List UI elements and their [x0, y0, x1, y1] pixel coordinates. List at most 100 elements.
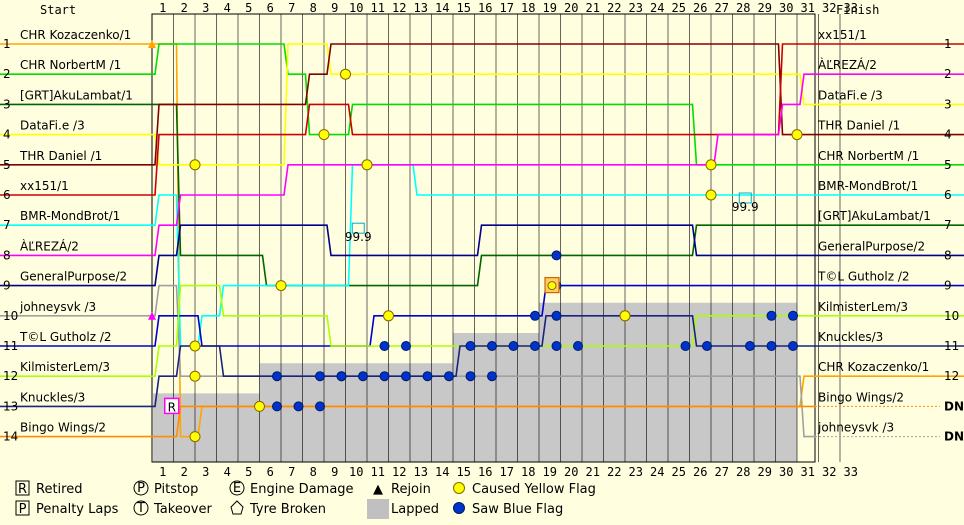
lap-number-top: 14 [435, 1, 449, 15]
lap-number-top: 16 [478, 1, 492, 15]
blue-flag-legend-icon [453, 502, 465, 514]
lap-number-top: 33 [844, 1, 858, 15]
start-position-number: 12 [3, 369, 18, 383]
circle-legend-icon [133, 480, 149, 496]
start-position-number: 2 [3, 67, 11, 81]
lap-number-bottom: 28 [736, 465, 750, 479]
lap-number-top: 3 [202, 1, 209, 15]
series-line [0, 43, 964, 166]
start-driver-label: CHR NorbertM /1 [20, 58, 121, 72]
lap-number-bottom: 6 [267, 465, 274, 479]
lap-number-top: 20 [564, 1, 578, 15]
start-position-number: 6 [3, 188, 11, 202]
lap-number-top: 29 [758, 1, 772, 15]
lap-number-top: 28 [736, 1, 750, 15]
finish-driver-label: DataFi.e /3 [818, 88, 883, 102]
lap-number-top: 5 [245, 1, 252, 15]
legend-label: Retired [36, 482, 82, 497]
start-position-number: 5 [3, 158, 11, 172]
retired-icon [164, 397, 180, 415]
finish-driver-label: T©L Gutholz /2 [817, 270, 910, 284]
blue-flag-marker [530, 341, 540, 351]
finish-position-number: 9 [944, 279, 952, 293]
lap-number-top: 31 [801, 1, 815, 15]
blue-flag-marker [551, 250, 562, 261]
lap-number-bottom: 24 [650, 465, 664, 479]
yellow-flag-marker [791, 129, 803, 141]
blue-flag-marker [401, 371, 411, 382]
lap-number-top: 9 [331, 1, 338, 15]
circle-legend-icon [133, 500, 149, 516]
blue-flag-marker [465, 371, 476, 382]
series-line [0, 224, 964, 287]
lap-number-top: 22 [607, 1, 621, 15]
finish-position-number: 10 [944, 309, 959, 323]
finish-driver-label: xx151/1 [818, 28, 867, 42]
blue-flag-marker [702, 341, 712, 351]
finish-position-number: DNF [944, 399, 964, 413]
lap-number-bottom: 29 [758, 465, 772, 479]
lap-number-bottom: 12 [392, 465, 406, 479]
blue-flag-marker [272, 401, 282, 412]
damage-value-label: 99.9 [732, 200, 759, 214]
blue-flag-marker [573, 341, 583, 351]
lap-number-bottom: 16 [478, 465, 492, 479]
lap-number-top: 7 [288, 1, 295, 15]
lap-number-bottom: 2 [181, 465, 188, 479]
legend-label: Rejoin [391, 482, 431, 497]
start-position-number: 11 [3, 339, 18, 353]
start-driver-label: xx151/1 [20, 179, 69, 193]
legend-icon-letter: T [136, 501, 145, 516]
lap-number-bottom: 19 [543, 465, 557, 479]
yellow-flag-marker [254, 400, 265, 412]
plot-frame [151, 13, 816, 463]
start-driver-label: T©L Gutholz /2 [19, 330, 112, 344]
tyre-broken-icon [351, 222, 365, 234]
start-driver-label: johneysvk /3 [19, 300, 96, 314]
legend-label: Saw Blue Flag [472, 502, 563, 517]
lap-number-top: 10 [349, 1, 363, 15]
lap-number-top: 24 [650, 1, 664, 15]
start-driver-label: Knuckles/3 [20, 390, 85, 404]
lap-number-bottom: 30 [779, 465, 793, 479]
lap-number-top: 25 [672, 1, 686, 15]
yellow-flag-marker [547, 281, 557, 291]
finish-position-number: DNF [944, 430, 964, 444]
blue-flag-marker [444, 371, 454, 382]
start-driver-label: [GRT]AkuLambat/1 [20, 88, 133, 102]
finish-driver-label: johneysvk /3 [817, 421, 894, 435]
start-driver-label: KilmisterLem/3 [20, 360, 110, 374]
blue-flag-marker [551, 310, 562, 321]
start-driver-label: BMR-MondBrot/1 [20, 209, 120, 223]
blue-flag-marker [766, 341, 777, 351]
blue-flag-marker [315, 371, 325, 382]
start-driver-label: GeneralPurpose/2 [20, 270, 127, 284]
start-driver-label: THR Daniel /1 [19, 149, 102, 163]
finish-position-number: 7 [944, 218, 952, 232]
blue-flag-marker [680, 341, 691, 351]
tyre-broken-icon [738, 192, 752, 204]
blue-flag-marker [508, 341, 519, 351]
blue-flag-marker [465, 341, 476, 351]
lap-number-bottom: 15 [457, 465, 471, 479]
box-legend-icon [15, 480, 30, 496]
damage-value-label: 99.9 [345, 230, 372, 244]
legend-label: Tyre Broken [249, 502, 326, 517]
start-position-number: 7 [3, 218, 11, 232]
lapped-region [153, 302, 797, 462]
lap-number-bottom: 17 [500, 465, 514, 479]
yellow-flag-marker [189, 159, 201, 171]
start-driver-label: DataFi.e /3 [20, 119, 85, 133]
rejoin-marker [148, 40, 156, 48]
lap-number-bottom: 23 [629, 465, 643, 479]
lap-number-bottom: 14 [435, 465, 449, 479]
lap-number-top: 12 [392, 1, 406, 15]
finish-driver-label: BMR-MondBrot/1 [818, 179, 918, 193]
start-position-number: 13 [3, 399, 18, 413]
lap-number-top: 32 [822, 1, 836, 15]
lap-number-bottom: 13 [414, 465, 428, 479]
finish-driver-label: THR Daniel /1 [817, 119, 900, 133]
lap-number-bottom: 27 [715, 465, 729, 479]
lap-number-top: 8 [310, 1, 317, 15]
